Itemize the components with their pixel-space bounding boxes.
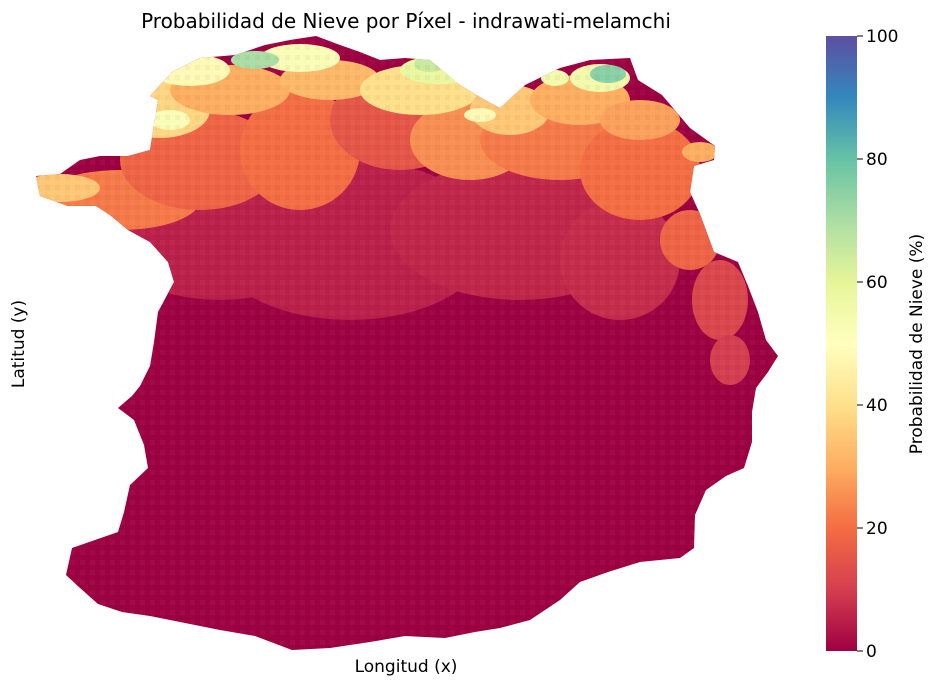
colorbar-tick-label-3: 60 — [866, 273, 888, 293]
pixel-texture — [36, 36, 778, 650]
colorbar-tick-label-2: 40 — [866, 396, 888, 416]
chart-title: Probabilidad de Nieve por Píxel - indraw… — [141, 9, 671, 33]
colorbar-tick-label-1: 20 — [866, 519, 888, 539]
colorbar-label: Probabilidad de Nieve (%) — [907, 234, 927, 454]
heatmap-raster — [36, 36, 778, 650]
colorbar-tick-label-5: 100 — [866, 27, 898, 47]
x-axis-label: Longitud (x) — [355, 657, 458, 677]
colorbar-gradient — [826, 36, 857, 651]
colorbar-tick-label-4: 80 — [866, 150, 888, 170]
colorbar-tick-label-0: 0 — [866, 642, 877, 662]
colorbar: 0 20 40 60 80 100 Probabilidad de Nieve (%) — [826, 27, 927, 662]
y-axis-label: Latitud (y) — [9, 300, 29, 388]
